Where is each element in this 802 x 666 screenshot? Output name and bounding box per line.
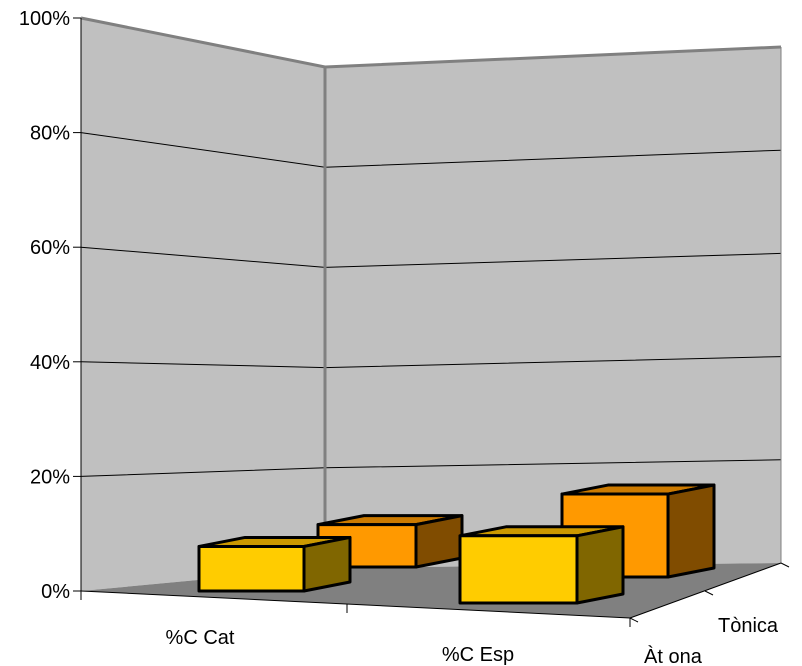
bar-front-face [458,534,579,605]
bars [197,483,716,605]
y-tick-label: 100% [19,8,70,30]
bar-side-face [414,514,464,569]
y-axis-ticks: 0% 20% 40% 60% 80% 100% [19,8,81,603]
y-tick-label: 80% [30,123,70,145]
bar-front-face [197,544,306,593]
bar-back-0 [316,514,464,569]
y-tick-label: 40% [30,352,70,374]
bar-front-0 [197,535,352,593]
depth-tick-mark [629,617,639,623]
y-tick-label: 0% [41,581,70,603]
depth-tick-mark [704,590,714,596]
depth-tick-mark [780,562,790,568]
bar-side-face [575,525,625,605]
y-tick-label: 60% [30,237,70,259]
x-category-label: %C Esp [442,644,514,666]
bar-front-1 [458,525,625,605]
depth-category-label: Tònica [718,615,779,637]
x-axis-line [80,590,631,619]
left-wall [81,18,325,591]
bar-side-face [302,535,352,593]
depth-category-label: Àt ona [644,645,703,666]
back-wall [325,47,781,568]
depth-axis-line [629,562,782,619]
bar-side-face [666,483,716,579]
y-tick-label: 20% [30,466,70,488]
x-category-label: %C Cat [166,627,235,649]
